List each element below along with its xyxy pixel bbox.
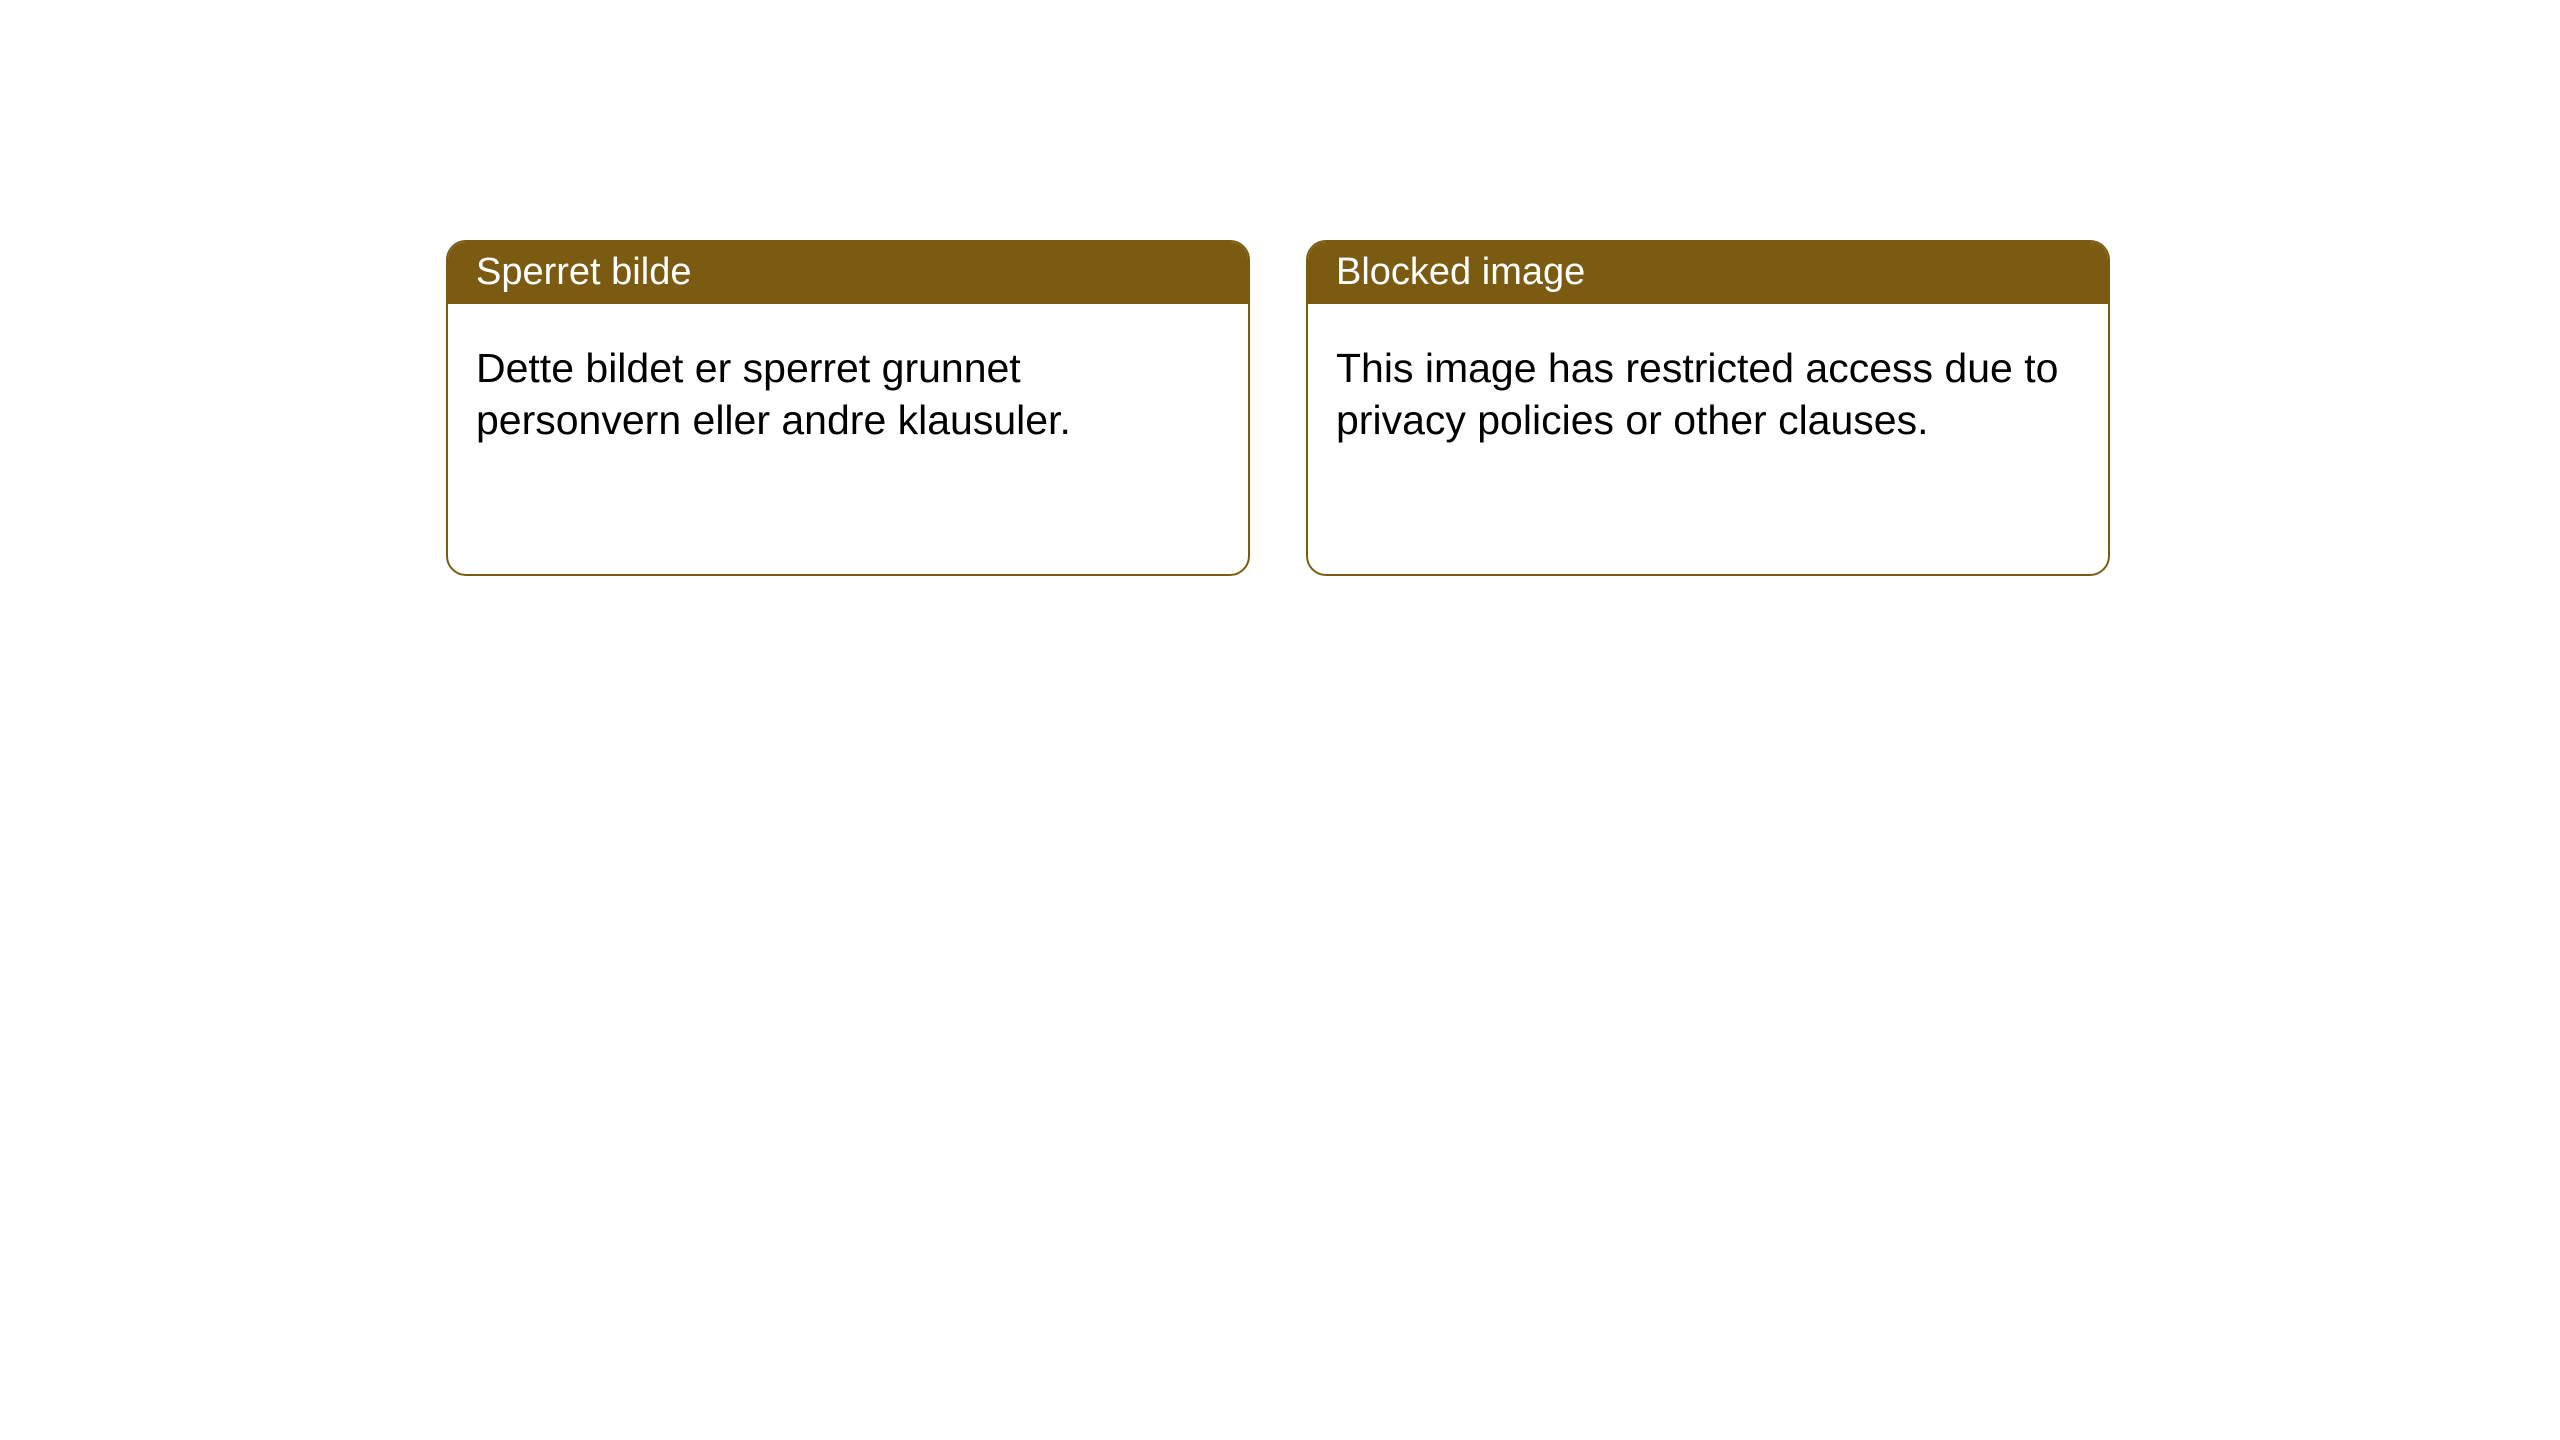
- notice-message-norwegian: Dette bildet er sperret grunnet personve…: [448, 304, 1248, 485]
- notice-title-norwegian: Sperret bilde: [448, 242, 1248, 304]
- notice-box-norwegian: Sperret bilde Dette bildet er sperret gr…: [446, 240, 1250, 576]
- notice-title-english: Blocked image: [1308, 242, 2108, 304]
- notice-message-english: This image has restricted access due to …: [1308, 304, 2108, 485]
- notice-container: Sperret bilde Dette bildet er sperret gr…: [446, 240, 2110, 576]
- notice-box-english: Blocked image This image has restricted …: [1306, 240, 2110, 576]
